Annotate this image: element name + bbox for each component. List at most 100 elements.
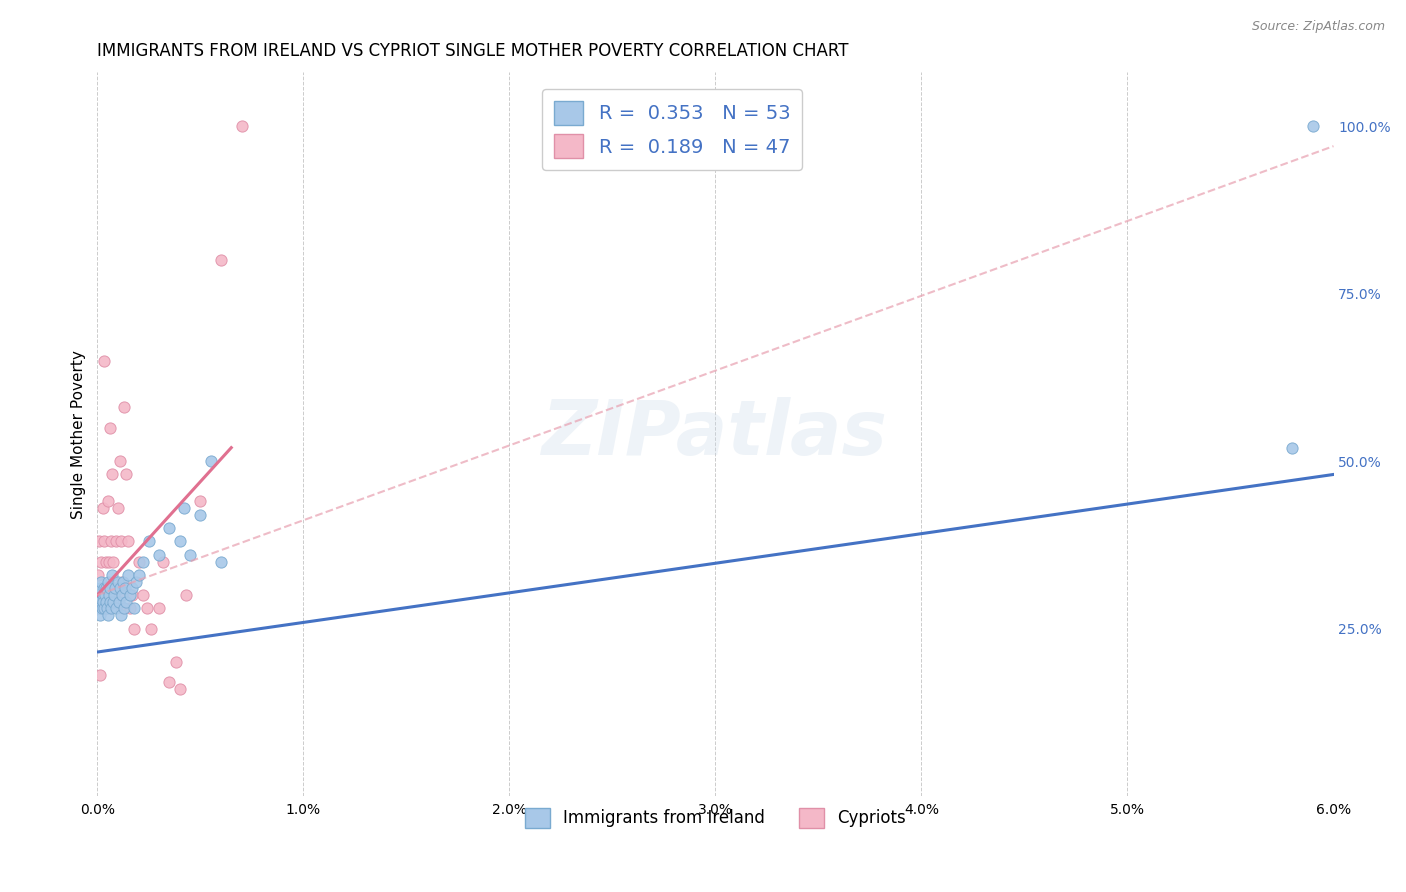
Point	[94, 555, 117, 569]
Point	[159, 675, 181, 690]
Point	[91, 588, 114, 602]
Y-axis label: Single Mother Poverty: Single Mother Poverty	[72, 350, 86, 518]
Point	[97, 608, 120, 623]
Point	[173, 500, 195, 515]
Point	[91, 500, 114, 515]
Point	[200, 454, 222, 468]
Point	[112, 601, 135, 615]
Point	[120, 588, 142, 602]
Point	[209, 555, 232, 569]
Point	[1302, 119, 1324, 133]
Point	[115, 595, 138, 609]
Point	[148, 601, 170, 615]
Point	[107, 574, 129, 589]
Point	[100, 568, 122, 582]
Point	[98, 420, 121, 434]
Point	[174, 588, 197, 602]
Point	[125, 574, 148, 589]
Point	[98, 582, 121, 596]
Point	[89, 534, 111, 549]
Point	[90, 601, 112, 615]
Point	[89, 601, 111, 615]
Point	[97, 588, 120, 602]
Point	[124, 601, 146, 615]
Point	[94, 582, 117, 596]
Point	[108, 588, 131, 602]
Legend: Immigrants from Ireland, Cypriots: Immigrants from Ireland, Cypriots	[519, 801, 912, 835]
Point	[91, 588, 114, 602]
Point	[120, 601, 142, 615]
Point	[103, 588, 125, 602]
Point	[112, 401, 135, 415]
Point	[124, 622, 146, 636]
Point	[110, 608, 132, 623]
Point	[93, 582, 115, 596]
Point	[135, 601, 157, 615]
Point	[94, 595, 117, 609]
Point	[108, 454, 131, 468]
Point	[96, 601, 118, 615]
Point	[190, 494, 212, 508]
Point	[112, 574, 135, 589]
Text: IMMIGRANTS FROM IRELAND VS CYPRIOT SINGLE MOTHER POVERTY CORRELATION CHART: IMMIGRANTS FROM IRELAND VS CYPRIOT SINGL…	[97, 42, 849, 60]
Point	[93, 353, 115, 368]
Point	[87, 595, 110, 609]
Point	[100, 601, 122, 615]
Point	[87, 568, 110, 582]
Point	[93, 588, 115, 602]
Point	[90, 555, 112, 569]
Text: Source: ZipAtlas.com: Source: ZipAtlas.com	[1251, 20, 1385, 33]
Point	[121, 582, 143, 596]
Point	[93, 588, 115, 602]
Point	[169, 681, 191, 696]
Point	[93, 601, 115, 615]
Point	[103, 588, 125, 602]
Point	[138, 534, 160, 549]
Point	[112, 601, 135, 615]
Point	[121, 588, 143, 602]
Point	[190, 508, 212, 522]
Text: ZIPatlas: ZIPatlas	[543, 397, 889, 471]
Point	[90, 595, 112, 609]
Point	[89, 668, 111, 682]
Point	[98, 595, 121, 609]
Point	[101, 555, 124, 569]
Point	[97, 555, 120, 569]
Point	[100, 534, 122, 549]
Point	[89, 582, 111, 596]
Point	[128, 568, 150, 582]
Point	[108, 595, 131, 609]
Point	[1281, 441, 1303, 455]
Point	[97, 494, 120, 508]
Point	[131, 555, 153, 569]
Point	[93, 534, 115, 549]
Point	[110, 534, 132, 549]
Point	[108, 582, 131, 596]
Point	[89, 608, 111, 623]
Point	[111, 588, 134, 602]
Point	[104, 582, 127, 596]
Point	[159, 521, 181, 535]
Point	[231, 119, 253, 133]
Point	[104, 601, 127, 615]
Point	[209, 253, 232, 268]
Point	[169, 534, 191, 549]
Point	[111, 574, 134, 589]
Point	[87, 601, 110, 615]
Point	[165, 655, 187, 669]
Point	[117, 534, 139, 549]
Point	[87, 588, 110, 602]
Point	[115, 467, 138, 482]
Point	[128, 555, 150, 569]
Point	[104, 534, 127, 549]
Point	[89, 588, 111, 602]
Point	[152, 555, 174, 569]
Point	[100, 467, 122, 482]
Point	[91, 595, 114, 609]
Point	[114, 582, 136, 596]
Point	[90, 574, 112, 589]
Point	[131, 588, 153, 602]
Point	[107, 500, 129, 515]
Point	[117, 568, 139, 582]
Point	[101, 595, 124, 609]
